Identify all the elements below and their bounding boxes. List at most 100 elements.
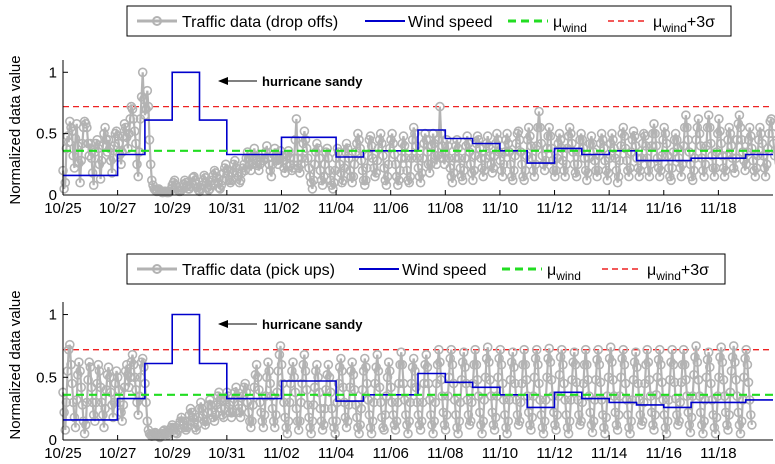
legend-threshold-symbol: μ (653, 14, 662, 31)
traffic-point (512, 410, 523, 420)
traffic-point (689, 165, 699, 176)
traffic-point (353, 422, 363, 433)
traffic-point (365, 131, 376, 141)
traffic-point (651, 141, 662, 151)
traffic-point (381, 391, 392, 401)
traffic-point (715, 126, 725, 136)
traffic-point (421, 135, 432, 145)
x-tick-label: 10/25 (44, 200, 82, 217)
x-tick-label: 11/04 (318, 200, 354, 217)
traffic-point (313, 143, 323, 154)
traffic-point (596, 128, 607, 139)
traffic-point (129, 126, 140, 136)
traffic-point (315, 403, 326, 414)
traffic-point (711, 412, 722, 423)
traffic-point (736, 135, 747, 145)
legend-mean-subscript: wind (561, 21, 587, 35)
traffic-point (568, 357, 579, 368)
traffic-point (576, 128, 586, 139)
traffic-point (649, 119, 659, 129)
traffic-point (728, 163, 739, 173)
traffic-point (725, 128, 736, 139)
traffic-point (767, 128, 775, 139)
traffic-point (392, 180, 403, 190)
traffic-point (310, 366, 321, 376)
traffic-point (216, 403, 227, 414)
traffic-point (65, 339, 75, 350)
traffic-point (766, 114, 775, 124)
traffic-point (338, 175, 348, 186)
traffic-point (551, 425, 561, 435)
traffic-point (724, 410, 735, 420)
traffic-point (534, 106, 544, 117)
traffic-point (661, 138, 672, 149)
traffic-point (325, 387, 336, 398)
traffic-point (69, 412, 80, 423)
traffic-point (140, 110, 150, 120)
traffic-point (527, 412, 538, 423)
traffic-point (382, 372, 393, 383)
traffic-point (396, 153, 407, 163)
traffic-point (348, 369, 359, 380)
traffic-point (641, 359, 651, 370)
traffic-point (700, 159, 711, 170)
plot-area-drop-offs: 00.51 10/25 10/27 10/29 10/31 11/02 11/04 11/0… (36, 60, 775, 217)
traffic-point (88, 180, 99, 190)
traffic-point (227, 407, 238, 418)
traffic-point (482, 131, 493, 141)
traffic-point (96, 155, 107, 166)
traffic-point (117, 416, 127, 427)
traffic-point (471, 359, 482, 370)
traffic-point (454, 416, 465, 427)
traffic-point (129, 372, 140, 383)
traffic-point (356, 403, 367, 414)
traffic-point (528, 165, 539, 176)
traffic-point (550, 420, 560, 430)
traffic-point (412, 153, 422, 163)
traffic-point (435, 101, 445, 112)
traffic-point (687, 391, 698, 401)
traffic-point (305, 422, 315, 433)
x-ticks: 10/25 10/27 10/29 10/31 11/02 11/04 11/06 11/08… (44, 435, 737, 462)
traffic-point (573, 410, 584, 420)
traffic-point (75, 177, 85, 188)
traffic-point (112, 372, 123, 383)
chart-pick-ups: Traffic data (pick ups) Wind speed μwind… (7, 253, 773, 462)
traffic-point (740, 165, 750, 176)
traffic-point (490, 412, 501, 423)
traffic-point (307, 416, 318, 427)
traffic-point (388, 138, 399, 149)
traffic-point (529, 171, 540, 182)
axes-pick-ups (62, 302, 773, 441)
x-tick-label: 11/14 (591, 200, 627, 217)
traffic-point (384, 366, 395, 376)
traffic-point (544, 343, 555, 354)
traffic-point (643, 357, 654, 368)
traffic-point (147, 175, 157, 186)
legend-threshold-superscript: +3σ (681, 262, 709, 279)
traffic-point (433, 344, 444, 355)
traffic-point (494, 353, 504, 364)
traffic-point (566, 128, 576, 139)
traffic-point (477, 428, 487, 439)
traffic-point (111, 366, 122, 376)
traffic-point (499, 147, 510, 157)
y-tick-label: 0.5 (36, 369, 57, 386)
traffic-point (460, 362, 470, 373)
traffic-point (275, 341, 286, 351)
traffic-point (674, 416, 684, 427)
traffic-point (291, 403, 302, 414)
traffic-point (107, 168, 117, 178)
traffic-point (329, 422, 339, 433)
traffic-point (446, 344, 457, 355)
traffic-point (457, 175, 468, 186)
traffic-point (629, 357, 640, 368)
traffic-point (625, 428, 635, 439)
traffic-point (507, 347, 518, 358)
traffic-point (761, 159, 772, 170)
traffic-point (743, 377, 754, 388)
traffic-point (440, 425, 451, 435)
traffic-point (617, 353, 627, 364)
traffic-point (235, 412, 246, 423)
legend-traffic-label: Traffic data (pick ups) (182, 262, 335, 279)
